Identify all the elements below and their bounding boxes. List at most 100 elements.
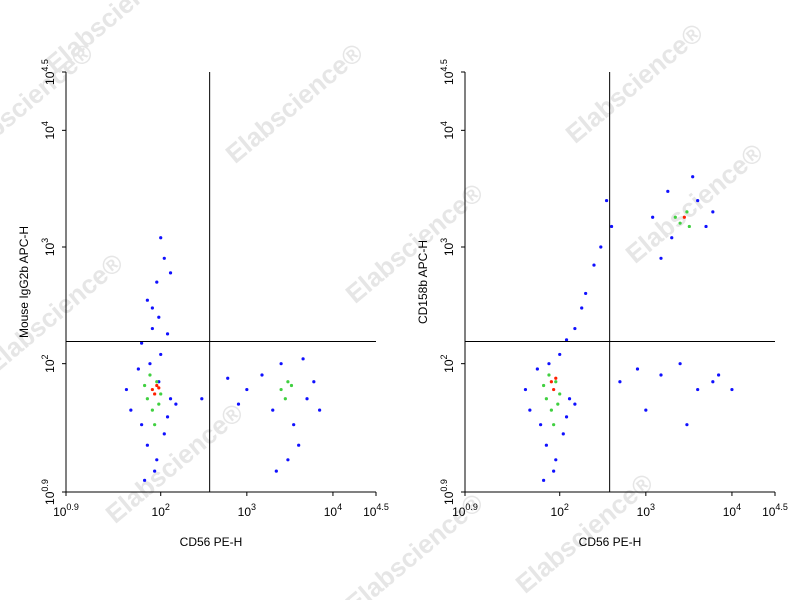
event-dot [678, 362, 682, 366]
y-tick-label: 104 [439, 121, 456, 139]
event-dot [150, 306, 154, 310]
event-dot [162, 256, 166, 260]
y-tick-label: 103 [439, 238, 456, 256]
event-dot [687, 224, 691, 229]
y-tick-label: 104.5 [439, 59, 456, 85]
tick-exponent: 4.5 [439, 59, 449, 72]
tick-base: 10 [324, 505, 338, 519]
event-dot [651, 215, 655, 219]
tick-base: 10 [442, 491, 456, 505]
watermark: Elabscience® [100, 397, 249, 529]
event-dot [283, 397, 287, 401]
event-dot [552, 469, 556, 473]
tick-exponent: 4.5 [376, 502, 389, 512]
event-dot [730, 387, 734, 392]
event-dot [271, 408, 275, 412]
tick-base: 10 [442, 71, 456, 85]
event-dot [573, 326, 577, 331]
x-axis-label: CD56 PE-H [180, 535, 243, 549]
plot: 100.9 102 103 104 104.5100.9102103104104.5CD… [416, 59, 788, 549]
x-tick-label: 102 [152, 502, 170, 519]
event-dot [552, 423, 556, 427]
event-dot [124, 387, 129, 392]
tick-exponent: 4.5 [40, 59, 50, 72]
watermark: Elabscience® [560, 17, 709, 149]
event-dot [599, 245, 603, 249]
event-dot [318, 408, 322, 412]
tick-exponent: 0.9 [40, 479, 50, 492]
tick-base: 10 [442, 359, 456, 373]
event-dot [584, 291, 588, 296]
event-dot [618, 380, 622, 384]
event-dot [678, 221, 682, 225]
tick-base: 10 [723, 505, 737, 519]
event-dot [286, 458, 290, 462]
event-dot [552, 387, 556, 392]
event-dot [528, 408, 532, 412]
event-dot [544, 443, 548, 447]
event-dot [157, 402, 161, 406]
event-dot [245, 387, 249, 392]
tick-exponent: 4 [337, 502, 342, 512]
y-tick-label: 104.5 [40, 59, 57, 85]
y-tick-label: 102 [439, 354, 456, 372]
tick-exponent: 2 [40, 354, 50, 359]
x-tick-label: 104.5 [363, 502, 389, 519]
event-dot [279, 362, 283, 366]
event-dot [704, 224, 708, 229]
event-dot [286, 380, 290, 384]
event-dot [682, 215, 686, 219]
event-dot [143, 478, 147, 482]
watermark: Elabscience® [220, 37, 369, 169]
event-dot [539, 423, 543, 427]
x-tick-label: 104.5 [762, 502, 788, 519]
event-dot [542, 383, 546, 388]
event-dot [711, 380, 715, 384]
event-dot [685, 423, 689, 427]
event-dot [609, 224, 614, 229]
event-dot [174, 402, 178, 406]
event-dot [145, 298, 149, 302]
event-dot [165, 415, 170, 419]
x-tick-label: 104 [723, 502, 741, 519]
event-dot [148, 373, 152, 377]
event-dot [168, 397, 173, 401]
tick-exponent: 0.9 [66, 502, 79, 512]
event-dot [145, 443, 149, 447]
event-dot [717, 373, 721, 377]
event-dot [673, 215, 677, 219]
event-dot [592, 263, 596, 267]
tick-base: 10 [152, 505, 166, 519]
event-dot [148, 362, 152, 366]
event-dot [200, 397, 204, 401]
event-dot [696, 387, 700, 392]
event-dot [561, 432, 565, 436]
event-dot [535, 367, 539, 371]
event-dot [564, 415, 569, 419]
tick-exponent: 0.9 [465, 502, 478, 512]
tick-base: 10 [238, 505, 252, 519]
event-dot [670, 236, 674, 240]
y-tick-label: 104 [40, 121, 57, 139]
tick-base: 10 [551, 505, 565, 519]
event-dot [666, 189, 670, 193]
event-dot [542, 478, 546, 482]
event-dot [292, 423, 296, 427]
tick-exponent: 2 [439, 354, 449, 359]
y-tick-label: 102 [40, 354, 57, 372]
event-dot [558, 352, 562, 357]
tick-base: 10 [43, 359, 57, 373]
event-dot [301, 357, 305, 361]
tick-base: 10 [363, 505, 377, 519]
event-dot [547, 362, 551, 366]
tick-exponent: 2 [564, 502, 569, 512]
event-dot [140, 341, 144, 345]
event-dot [159, 392, 163, 396]
event-dot [162, 432, 166, 436]
event-dot [556, 402, 560, 406]
event-dot [150, 408, 154, 412]
tick-base: 10 [442, 243, 456, 257]
tick-exponent: 4 [439, 121, 449, 126]
tick-exponent: 3 [650, 502, 655, 512]
tick-base: 10 [43, 243, 57, 257]
